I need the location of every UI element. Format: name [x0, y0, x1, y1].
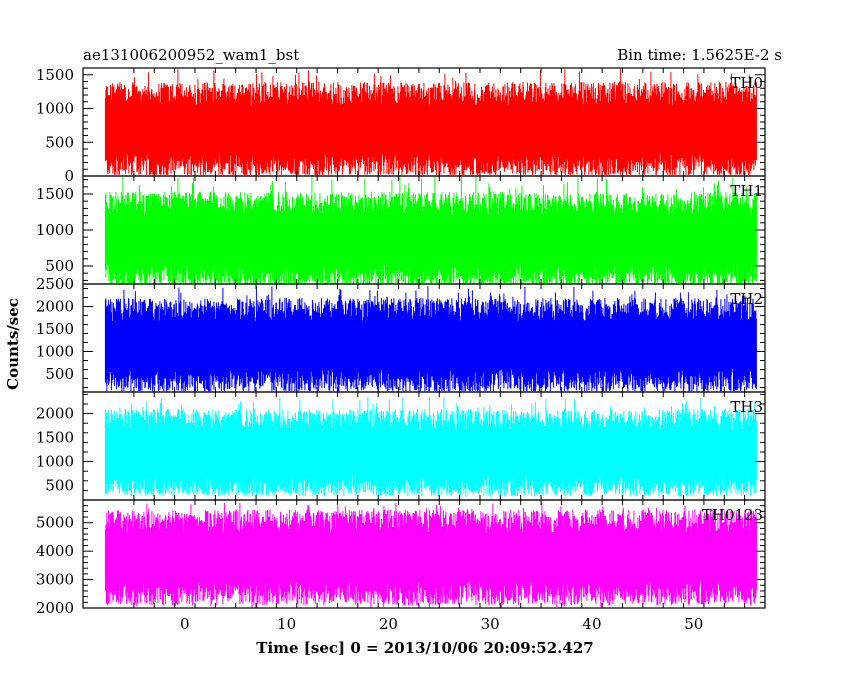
series-th2 [104, 286, 757, 392]
y-tick-label: 500 [45, 257, 74, 275]
y-tick-label: 500 [45, 477, 74, 495]
y-tick-label: 4000 [36, 542, 74, 560]
y-tick-label: 1500 [36, 185, 74, 203]
series-th1 [104, 176, 757, 284]
panel-th2: 500 1000 1500 2000 2500 TH2 [36, 275, 766, 393]
panel-label-th2: TH2 [730, 290, 763, 308]
y-tick-label: 1000 [36, 221, 74, 239]
chart-title: ae131006200952_wam1_bst [83, 46, 299, 64]
y-tick-label: 1500 [36, 66, 74, 84]
y-tick-label: 1500 [36, 320, 74, 338]
x-tick-label: 30 [481, 615, 500, 633]
y-tick-label: 1000 [36, 100, 74, 118]
y-tick-label: 2500 [36, 275, 74, 293]
x-tick-label: 0 [180, 615, 190, 633]
panel-th0: 0 500 1000 1500 TH0 [36, 66, 766, 185]
y-tick-label: 1000 [36, 343, 74, 361]
y-tick-label: 500 [45, 133, 74, 151]
series-th0123 [104, 502, 757, 608]
panel-label-th3: TH3 [730, 398, 763, 416]
y-tick-label: 1500 [36, 429, 74, 447]
panel-label-th0123: TH0123 [702, 506, 763, 524]
y-tick-label: 5000 [36, 514, 74, 532]
x-tick-label: 10 [277, 615, 296, 633]
panel-th1: 500 1000 1500 TH1 [36, 175, 766, 285]
x-tick-label: 40 [582, 615, 601, 633]
series-th0 [104, 68, 757, 175]
y-tick-label: 3000 [36, 571, 74, 589]
y-tick-label: 1000 [36, 453, 74, 471]
bin-time-label: Bin time: 1.5625E-2 s [617, 46, 782, 64]
y-tick-label: 2000 [36, 405, 74, 423]
y-tick-label: 2000 [36, 298, 74, 316]
panel-label-th1: TH1 [730, 182, 763, 200]
panel-th3: 500 1000 1500 2000 TH3 [36, 391, 766, 501]
y-tick-label: 0 [64, 167, 74, 185]
panel-label-th0: TH0 [730, 74, 763, 92]
series-th3 [104, 396, 757, 498]
panel-th0123: 2000 3000 4000 5000 TH0123 [36, 499, 766, 617]
panel-frame [82, 499, 766, 609]
y-axis-label: Counts/sec [4, 298, 22, 390]
y-tick-label: 2000 [36, 599, 74, 617]
y-tick-label: 500 [45, 365, 74, 383]
x-tick-label: 20 [379, 615, 398, 633]
x-tick-label: 50 [684, 615, 703, 633]
x-axis-label: Time [sec] 0 = 2013/10/06 20:09:52.427 [256, 639, 593, 657]
